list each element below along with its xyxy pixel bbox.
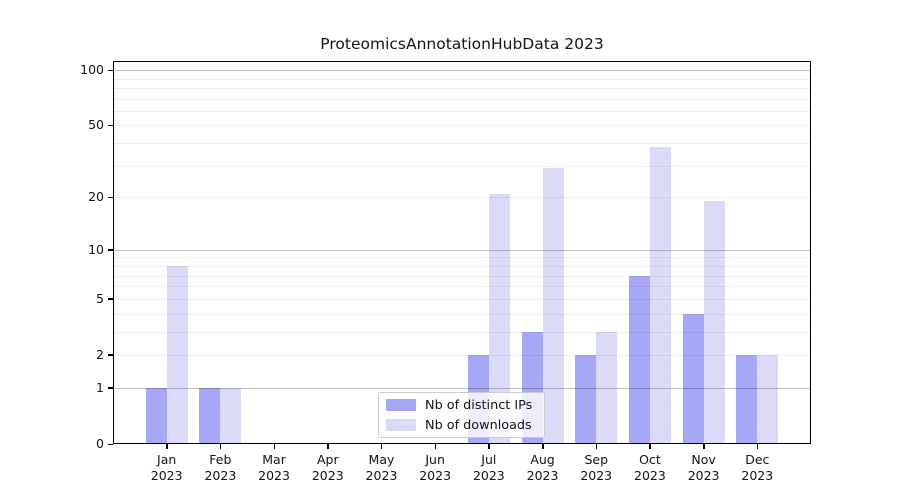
legend-item-downloads: Nb of downloads [386, 418, 536, 433]
bar-downloads-oct [649, 147, 671, 444]
chart-title: ProteomicsAnnotationHubData 2023 [320, 35, 604, 53]
x-tick-label: Feb 2023 [204, 452, 237, 483]
y-tick-label: 2 [96, 346, 104, 362]
x-tick-label: Jan 2023 [150, 452, 183, 483]
legend-label-distinct-ips: Nb of distinct IPs [425, 397, 533, 413]
y-tick-mark [108, 69, 113, 72]
x-tick-mark [219, 444, 222, 449]
x-tick-label: Sep 2023 [580, 452, 613, 483]
bar-downloads-nov [703, 201, 725, 444]
y-tick-label: 100 [80, 62, 104, 78]
bar-distinct-ips-jan [145, 387, 167, 444]
x-tick-label: Mar 2023 [258, 452, 290, 483]
x-tick-mark [166, 444, 168, 449]
x-tick-label: Jun 2023 [419, 452, 452, 483]
y-tick-mark [108, 387, 113, 389]
x-tick-label: Oct 2023 [634, 452, 666, 483]
x-tick-mark [327, 444, 329, 449]
bar-distinct-ips-oct [628, 275, 650, 444]
x-tick-mark [488, 444, 490, 449]
y-tick-label: 1 [96, 379, 104, 395]
bar-downloads-sep [596, 331, 618, 444]
legend-swatch-distinct-ips [386, 399, 416, 411]
y-tick-label: 0 [96, 436, 104, 451]
x-tick-label: Nov 2023 [687, 452, 720, 483]
legend: Nb of distinct IPs Nb of downloads [378, 392, 545, 438]
y-tick-label: 5 [96, 290, 104, 306]
x-tick-mark [649, 444, 651, 449]
bar-distinct-ips-nov [682, 313, 704, 444]
y-tick-mark [108, 196, 113, 199]
x-tick-mark [703, 444, 705, 449]
y-tick-mark [108, 124, 113, 127]
y-tick-mark [108, 354, 113, 356]
x-tick-label: Dec 2023 [741, 452, 774, 483]
x-tick-mark [542, 444, 544, 449]
bar-downloads-jul [488, 193, 510, 444]
x-tick-mark [595, 444, 598, 449]
x-tick-label: Jul 2023 [472, 452, 505, 483]
x-tick-mark [756, 444, 759, 449]
x-tick-label: Apr 2023 [311, 452, 344, 483]
bar-downloads-feb [220, 387, 242, 444]
x-tick-label: Aug 2023 [526, 452, 559, 483]
bar-downloads-jan [166, 265, 188, 444]
y-tick-mark [108, 298, 113, 300]
x-tick-label: May 2023 [365, 452, 398, 483]
x-tick-mark [380, 444, 383, 449]
legend-swatch-downloads [386, 419, 416, 431]
bar-distinct-ips-sep [575, 354, 597, 444]
x-tick-mark [273, 444, 276, 449]
y-tick-mark [108, 443, 113, 445]
legend-item-distinct-ips: Nb of distinct IPs [386, 398, 536, 413]
x-tick-mark [434, 444, 437, 449]
bar-downloads-aug [542, 168, 564, 444]
y-tick-label: 20 [88, 189, 104, 205]
legend-label-downloads: Nb of downloads [425, 417, 532, 433]
y-tick-label: 10 [88, 241, 104, 257]
bar-distinct-ips-dec [736, 354, 758, 444]
bar-distinct-ips-feb [199, 387, 221, 444]
bar-downloads-dec [757, 354, 779, 444]
y-tick-label: 50 [88, 117, 104, 133]
y-tick-mark [108, 249, 113, 251]
